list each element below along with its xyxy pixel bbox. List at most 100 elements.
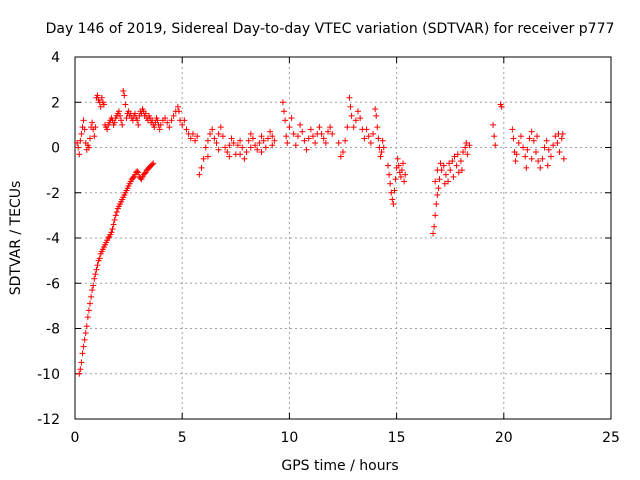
data-point	[113, 208, 120, 215]
data-point	[90, 282, 97, 289]
data-point	[534, 133, 541, 140]
data-point	[509, 126, 516, 133]
data-point	[532, 149, 539, 156]
data-point	[537, 164, 544, 171]
x-tick-label: 15	[388, 430, 406, 446]
data-point	[237, 151, 244, 158]
data-point	[237, 137, 244, 144]
data-point	[100, 101, 107, 108]
y-tick-label: 2	[51, 95, 60, 111]
data-point	[388, 189, 395, 196]
data-point	[535, 158, 542, 165]
data-point	[391, 187, 398, 194]
data-point	[464, 151, 471, 158]
data-point	[258, 133, 265, 140]
data-point	[111, 216, 118, 223]
data-point	[294, 133, 301, 140]
data-point	[510, 135, 517, 142]
data-point	[162, 115, 169, 122]
data-point	[348, 112, 355, 119]
data-point	[81, 126, 88, 133]
data-point	[134, 168, 141, 175]
data-point	[78, 130, 85, 137]
y-tick-label: -8	[46, 322, 60, 338]
data-point	[224, 149, 231, 156]
data-point	[446, 160, 453, 167]
data-point	[154, 117, 161, 124]
data-point	[390, 201, 397, 208]
data-point	[543, 137, 550, 144]
data-point	[522, 153, 529, 160]
data-point	[449, 158, 456, 165]
y-tick-label: -6	[46, 276, 60, 292]
data-point	[97, 103, 104, 110]
data-point	[432, 178, 439, 185]
data-point	[135, 121, 142, 128]
data-point	[170, 112, 177, 119]
data-point	[110, 221, 117, 228]
data-point	[491, 133, 498, 140]
data-point	[365, 133, 372, 140]
data-point	[80, 343, 87, 350]
data-point	[243, 149, 250, 156]
data-point	[241, 155, 248, 162]
data-point	[309, 133, 316, 140]
data-point	[434, 167, 441, 174]
data-point	[346, 94, 353, 101]
data-point	[249, 135, 256, 142]
data-point	[450, 173, 457, 180]
data-point	[367, 139, 374, 146]
data-point	[132, 110, 139, 117]
data-point	[245, 137, 252, 144]
data-point	[234, 142, 241, 149]
data-point	[175, 108, 182, 115]
data-point	[437, 160, 444, 167]
data-point	[142, 110, 149, 117]
data-point	[84, 314, 91, 321]
y-tick-label: 0	[51, 141, 60, 157]
data-point	[252, 142, 259, 149]
data-point	[92, 124, 99, 131]
data-point	[447, 167, 454, 174]
data-point	[558, 135, 565, 142]
data-point	[374, 124, 381, 131]
data-point	[92, 271, 99, 278]
data-point	[209, 126, 216, 133]
data-point	[83, 323, 90, 330]
y-tick-label: 4	[51, 50, 60, 66]
data-point	[451, 153, 458, 160]
data-point	[258, 149, 265, 156]
data-point	[401, 178, 408, 185]
x-tick-label: 20	[495, 430, 513, 446]
data-point	[108, 229, 115, 236]
data-point	[141, 170, 148, 177]
data-point	[264, 135, 271, 142]
data-point	[189, 130, 196, 137]
data-point	[320, 135, 327, 142]
data-point	[387, 180, 394, 187]
data-markers	[74, 87, 567, 377]
data-point	[316, 124, 323, 131]
data-point	[528, 155, 535, 162]
data-point	[556, 149, 563, 156]
data-point	[149, 161, 156, 168]
data-point	[76, 370, 83, 377]
data-point	[215, 130, 222, 137]
data-point	[181, 117, 188, 124]
data-point	[380, 144, 387, 151]
data-point	[490, 121, 497, 128]
data-point	[312, 139, 319, 146]
data-point	[247, 144, 254, 151]
grid-lines	[75, 57, 611, 419]
data-point	[555, 130, 562, 137]
data-point	[392, 176, 399, 183]
data-point	[91, 133, 98, 140]
data-point	[121, 92, 128, 99]
data-point	[378, 149, 385, 156]
data-point	[211, 135, 218, 142]
y-tick-label: -10	[37, 367, 60, 383]
data-point	[183, 126, 190, 133]
data-point	[463, 139, 470, 146]
data-point	[524, 146, 531, 153]
